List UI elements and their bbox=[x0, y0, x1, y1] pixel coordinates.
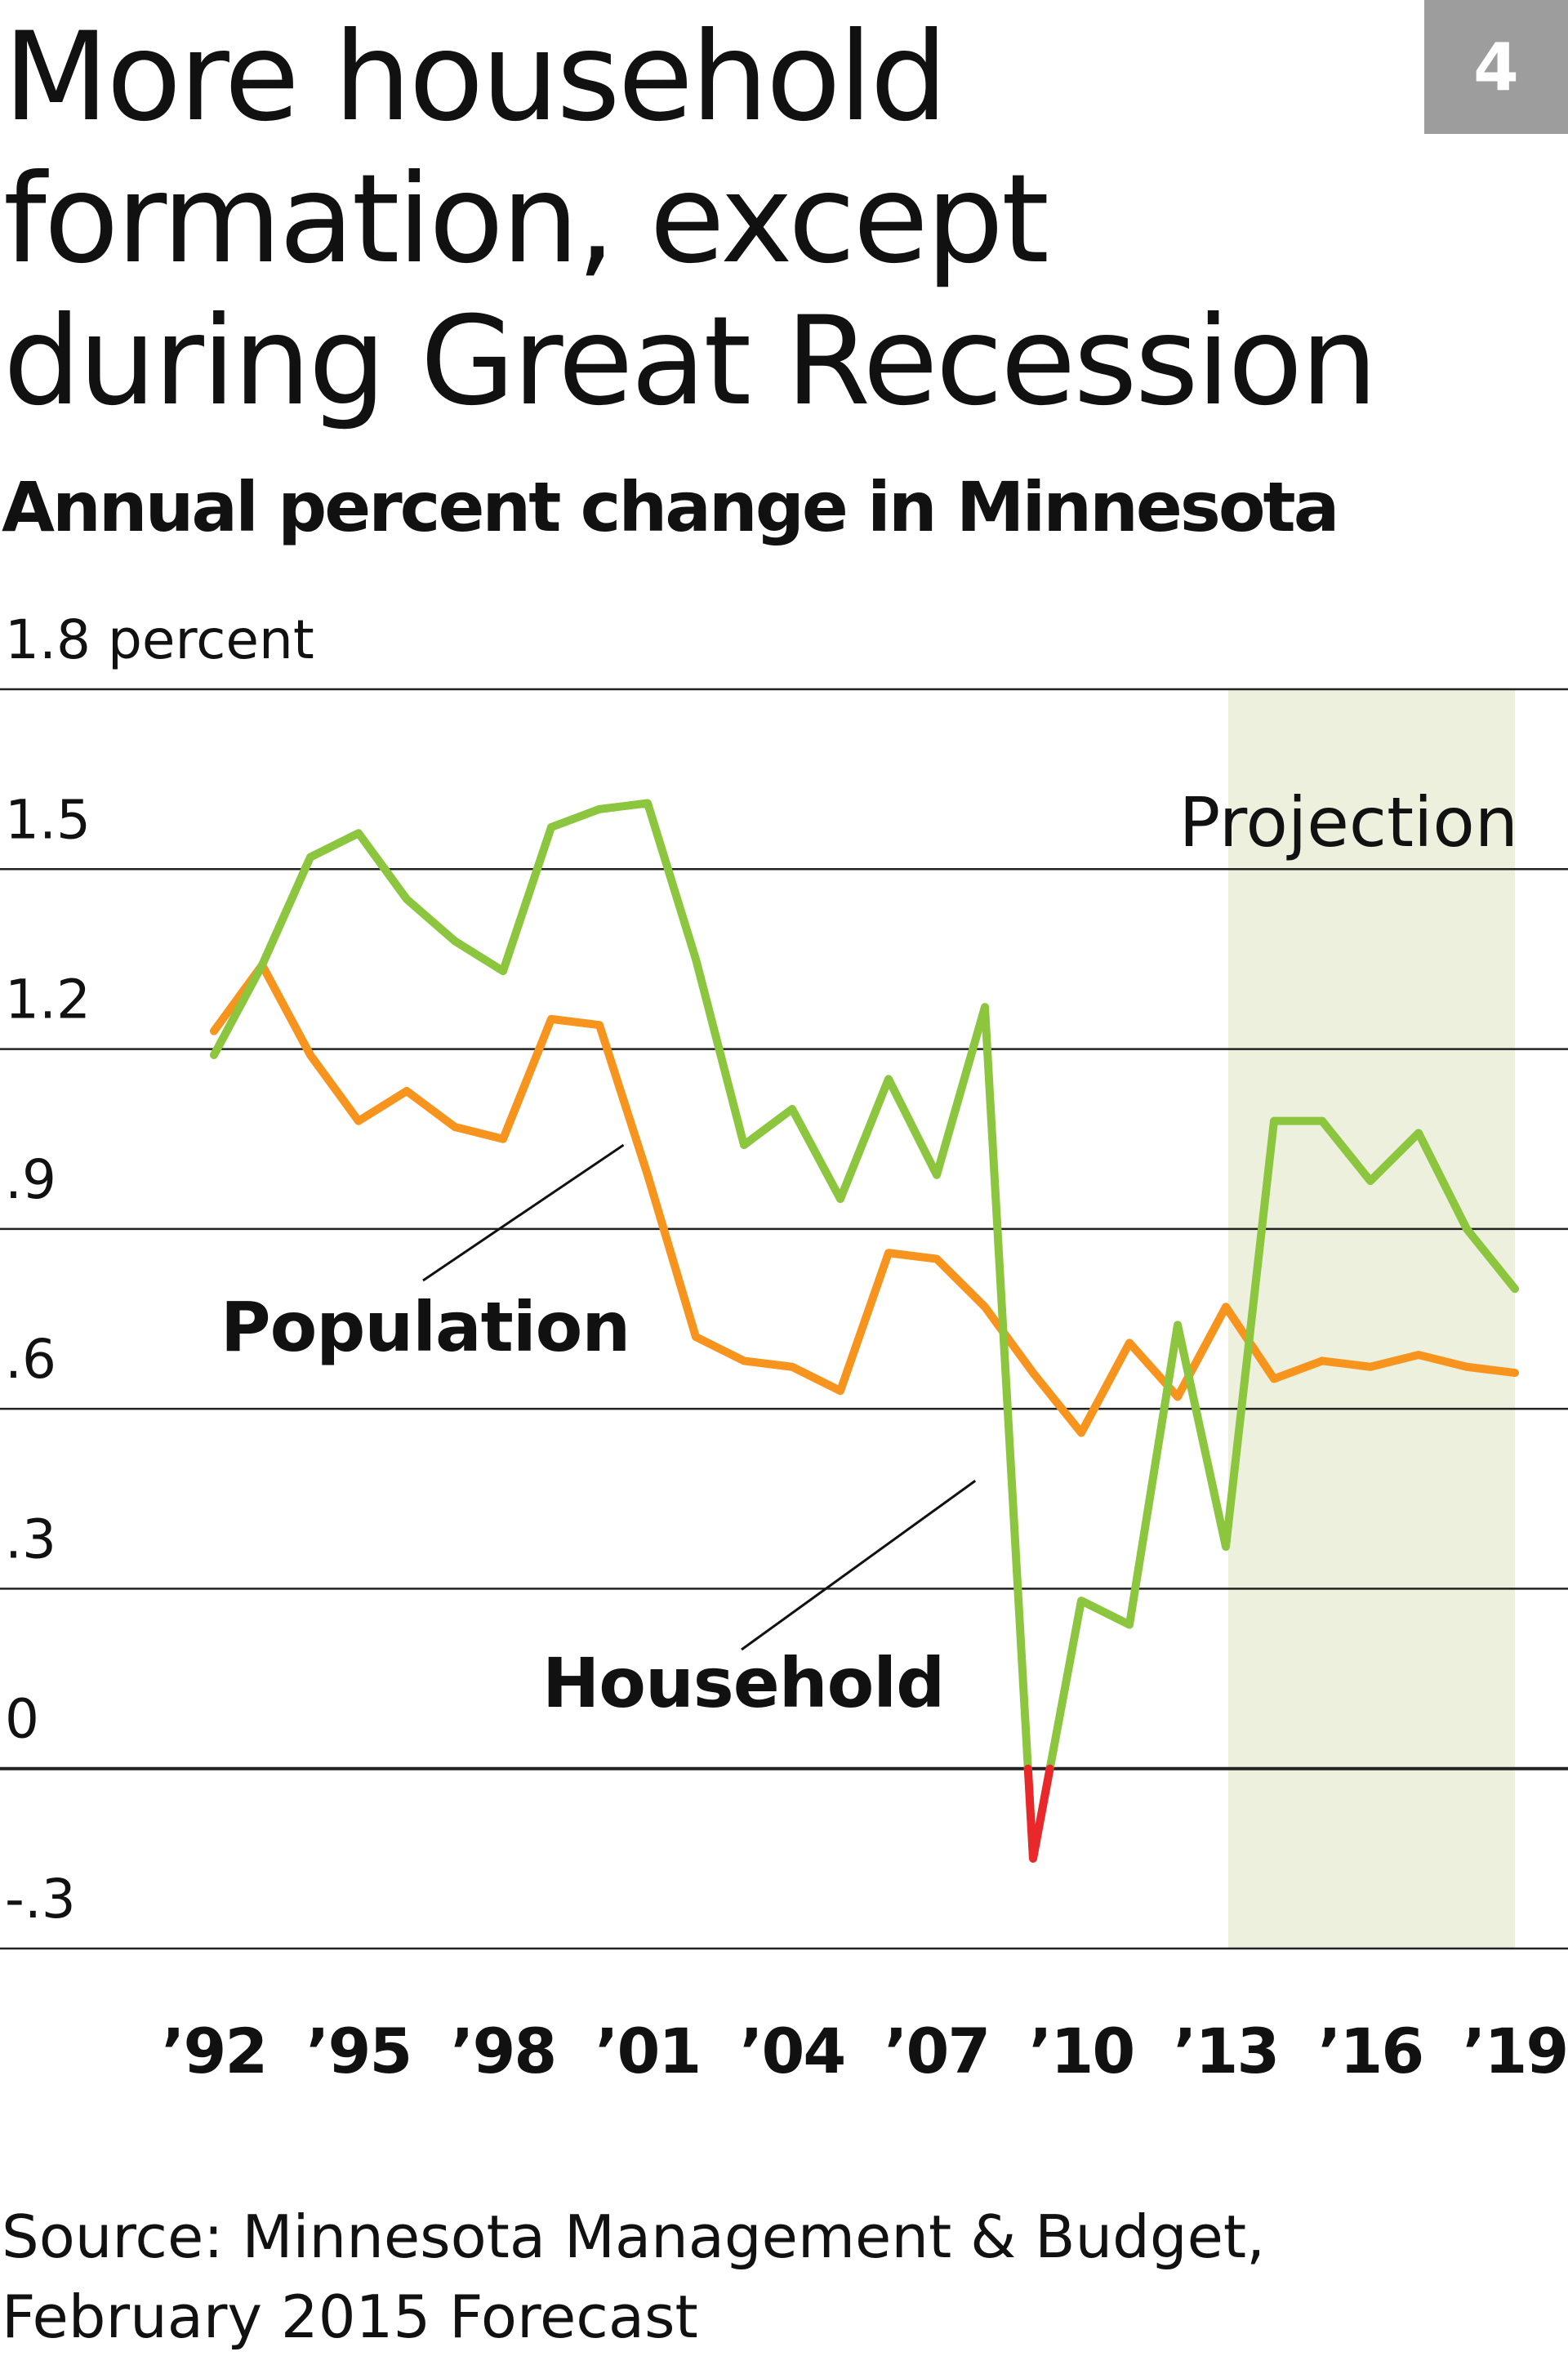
x-tick-label: ’19 bbox=[1463, 2015, 1568, 2087]
population-series-label: Population bbox=[220, 1287, 630, 1367]
x-tick-label: ’01 bbox=[595, 2015, 701, 2087]
x-tick-label: ’13 bbox=[1174, 2015, 1279, 2087]
household-series-label: Household bbox=[542, 1643, 944, 1723]
x-tick-label: ’92 bbox=[162, 2015, 267, 2087]
y-tick-label: 0 bbox=[5, 1688, 39, 1751]
y-tick-label: .6 bbox=[5, 1328, 56, 1391]
figure-number-badge: 4 bbox=[1424, 0, 1568, 134]
x-tick-label: ’10 bbox=[1029, 2015, 1134, 2087]
x-tick-label: ’98 bbox=[451, 2015, 556, 2087]
label-leader-lines bbox=[422, 1143, 977, 1651]
y-tick-label: 1.2 bbox=[5, 969, 91, 1031]
y-axis-ticks: 1.8 percent 1.5 1.2 .9 .6 .3 0 -.3 bbox=[5, 608, 314, 1931]
projection-band-layer bbox=[1228, 689, 1515, 1949]
household-series-line bbox=[210, 799, 1519, 1863]
y-tick-label: .9 bbox=[5, 1148, 56, 1211]
source-note: Source: Minnesota Management & Budget, F… bbox=[2, 2202, 1265, 2351]
gridlines bbox=[0, 688, 1568, 1950]
y-tick-label: -.3 bbox=[5, 1868, 76, 1931]
projection-band bbox=[1228, 689, 1515, 1949]
series-labels: Projection Population Household bbox=[220, 782, 1518, 1723]
series-lines bbox=[210, 799, 1519, 1863]
x-axis-ticks: ’92 ’95 ’98 ’01 ’04 ’07 ’10 ’13 ’16 ’19 bbox=[162, 2015, 1568, 2087]
y-tick-label: 1.5 bbox=[5, 788, 91, 851]
household-leader-line bbox=[741, 1480, 977, 1651]
x-tick-label: ’04 bbox=[740, 2015, 845, 2087]
chart-subtitle: Annual percent change in Minnesota bbox=[2, 467, 1339, 547]
population-leader-line bbox=[422, 1143, 625, 1282]
household-negative-segment bbox=[1023, 1764, 1054, 1863]
population-series-line bbox=[210, 960, 1519, 1437]
chart-title: More household formation, except during … bbox=[3, 7, 1378, 433]
x-tick-label: ’16 bbox=[1318, 2015, 1423, 2087]
y-tick-label: .3 bbox=[5, 1508, 56, 1570]
y-tick-label: 1.8 percent bbox=[5, 608, 314, 671]
x-tick-label: ’07 bbox=[884, 2015, 990, 2087]
x-tick-label: ’95 bbox=[306, 2015, 412, 2087]
projection-label: Projection bbox=[1179, 782, 1518, 862]
